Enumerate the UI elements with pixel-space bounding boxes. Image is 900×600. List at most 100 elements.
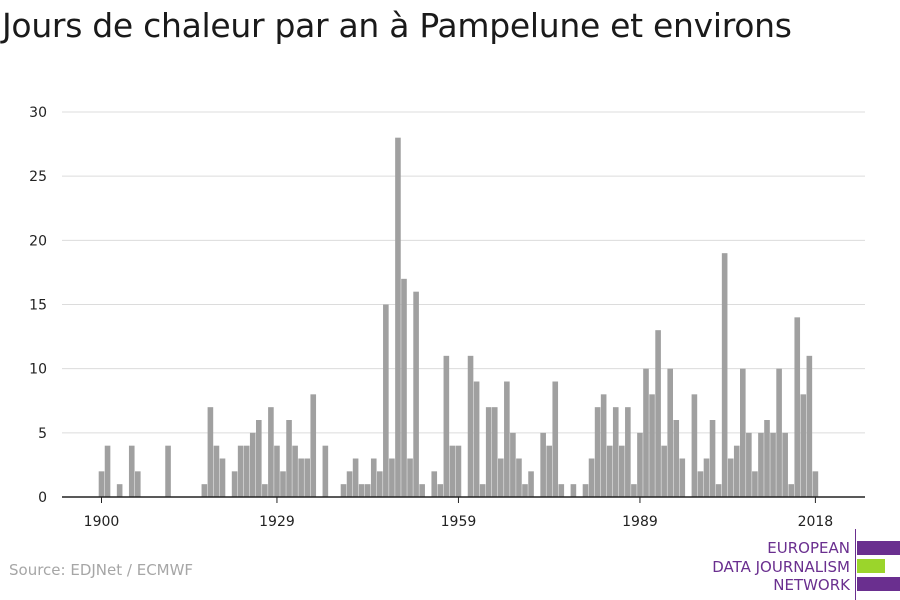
bar-2013[interactable] xyxy=(782,432,788,497)
bar-1934[interactable] xyxy=(304,458,310,498)
bar-1961[interactable] xyxy=(467,355,474,497)
bar-1919[interactable] xyxy=(213,445,220,497)
bar-1945[interactable] xyxy=(370,458,377,498)
bar-1951[interactable] xyxy=(407,458,413,498)
bar-1922[interactable] xyxy=(231,471,238,497)
bar-1982[interactable] xyxy=(594,407,601,497)
bar-1948[interactable] xyxy=(389,458,395,498)
bar-1927[interactable] xyxy=(262,484,268,497)
bar-2014[interactable] xyxy=(788,484,794,497)
bar-2012[interactable] xyxy=(776,368,782,497)
bar-1933[interactable] xyxy=(298,458,304,498)
bar-1944[interactable] xyxy=(364,484,371,497)
bar-1965[interactable] xyxy=(491,407,498,497)
bar-1991[interactable] xyxy=(649,394,655,497)
bar-1920[interactable] xyxy=(219,458,226,498)
bar-1952[interactable] xyxy=(413,291,419,497)
bar-1930[interactable] xyxy=(280,471,286,497)
bar-1964[interactable] xyxy=(485,407,492,497)
bar-1970[interactable] xyxy=(522,484,528,497)
bar-1918[interactable] xyxy=(207,407,214,497)
bar-2009[interactable] xyxy=(758,432,764,497)
bar-1998[interactable] xyxy=(691,394,698,497)
bar-1946[interactable] xyxy=(377,471,383,497)
bar-1935[interactable] xyxy=(310,394,317,497)
bar-1950[interactable] xyxy=(401,278,407,497)
bar-1925[interactable] xyxy=(249,432,256,497)
bar-1932[interactable] xyxy=(292,445,298,497)
bar-1926[interactable] xyxy=(256,420,262,497)
bar-1917[interactable] xyxy=(201,484,208,497)
bar-1924[interactable] xyxy=(243,445,250,497)
bar-1976[interactable] xyxy=(558,484,565,497)
bar-1995[interactable] xyxy=(673,420,680,497)
bar-1993[interactable] xyxy=(661,445,667,497)
bar-1928[interactable] xyxy=(268,407,274,497)
bar-1973[interactable] xyxy=(540,432,546,497)
bar-1956[interactable] xyxy=(437,484,444,497)
bar-1901[interactable] xyxy=(104,445,111,497)
edjnet-logo[interactable]: EUROPEAN DATA JOURNALISM NETWORK xyxy=(700,529,900,600)
bar-1962[interactable] xyxy=(473,381,480,498)
bar-1903[interactable] xyxy=(116,484,123,497)
bar-1968[interactable] xyxy=(510,432,516,497)
bar-1966[interactable] xyxy=(498,458,504,498)
bar-1923[interactable] xyxy=(237,445,244,497)
bar-1978[interactable] xyxy=(570,484,577,497)
bar-1989[interactable] xyxy=(637,432,643,497)
bar-2003[interactable] xyxy=(721,253,728,497)
bar-2005[interactable] xyxy=(733,445,740,497)
bar-2018[interactable] xyxy=(812,471,819,497)
bar-2000[interactable] xyxy=(703,458,710,498)
bar-1984[interactable] xyxy=(606,445,613,497)
bar-2006[interactable] xyxy=(740,368,746,497)
bar-2004[interactable] xyxy=(727,458,734,498)
bar-1943[interactable] xyxy=(358,484,365,497)
bar-1990[interactable] xyxy=(643,368,649,497)
bar-1992[interactable] xyxy=(655,330,661,497)
bar-1953[interactable] xyxy=(419,484,425,497)
bar-1929[interactable] xyxy=(274,445,280,497)
bar-2011[interactable] xyxy=(770,432,776,497)
bar-1963[interactable] xyxy=(479,484,486,497)
bar-1957[interactable] xyxy=(443,355,450,497)
bar-1937[interactable] xyxy=(322,445,329,497)
bar-1999[interactable] xyxy=(697,471,704,497)
bar-2001[interactable] xyxy=(709,420,716,497)
bar-1971[interactable] xyxy=(528,471,534,497)
bar-1983[interactable] xyxy=(600,394,607,497)
bar-1947[interactable] xyxy=(383,304,389,498)
bar-2008[interactable] xyxy=(752,471,758,497)
bar-2015[interactable] xyxy=(794,317,801,497)
bar-1900[interactable] xyxy=(98,471,105,497)
bar-2010[interactable] xyxy=(764,420,770,497)
bar-1967[interactable] xyxy=(504,381,510,498)
bar-1985[interactable] xyxy=(612,407,619,497)
bar-1958[interactable] xyxy=(449,445,456,497)
bar-2016[interactable] xyxy=(800,394,807,497)
bar-1906[interactable] xyxy=(135,471,141,497)
bar-1975[interactable] xyxy=(552,381,559,498)
bar-1986[interactable] xyxy=(619,445,625,497)
bar-1980[interactable] xyxy=(582,484,589,497)
bar-1969[interactable] xyxy=(516,458,522,498)
bar-1931[interactable] xyxy=(286,420,292,497)
bar-1955[interactable] xyxy=(431,471,438,497)
bar-1941[interactable] xyxy=(346,471,353,497)
bar-1994[interactable] xyxy=(667,368,673,497)
bar-1974[interactable] xyxy=(546,445,552,497)
bar-2007[interactable] xyxy=(746,432,752,497)
bar-1988[interactable] xyxy=(631,484,637,497)
bar-1981[interactable] xyxy=(588,458,595,498)
bar-1905[interactable] xyxy=(128,445,135,497)
bar-1942[interactable] xyxy=(352,458,359,498)
bar-1959[interactable] xyxy=(455,445,462,497)
bar-1996[interactable] xyxy=(679,458,686,498)
bar-1940[interactable] xyxy=(340,484,347,497)
bar-1949[interactable] xyxy=(395,137,401,498)
bar-2002[interactable] xyxy=(715,484,722,497)
logo-bar-purple-bottom xyxy=(857,577,900,591)
bar-1987[interactable] xyxy=(625,407,631,497)
bar-1911[interactable] xyxy=(165,445,171,497)
bar-2017[interactable] xyxy=(806,355,813,497)
